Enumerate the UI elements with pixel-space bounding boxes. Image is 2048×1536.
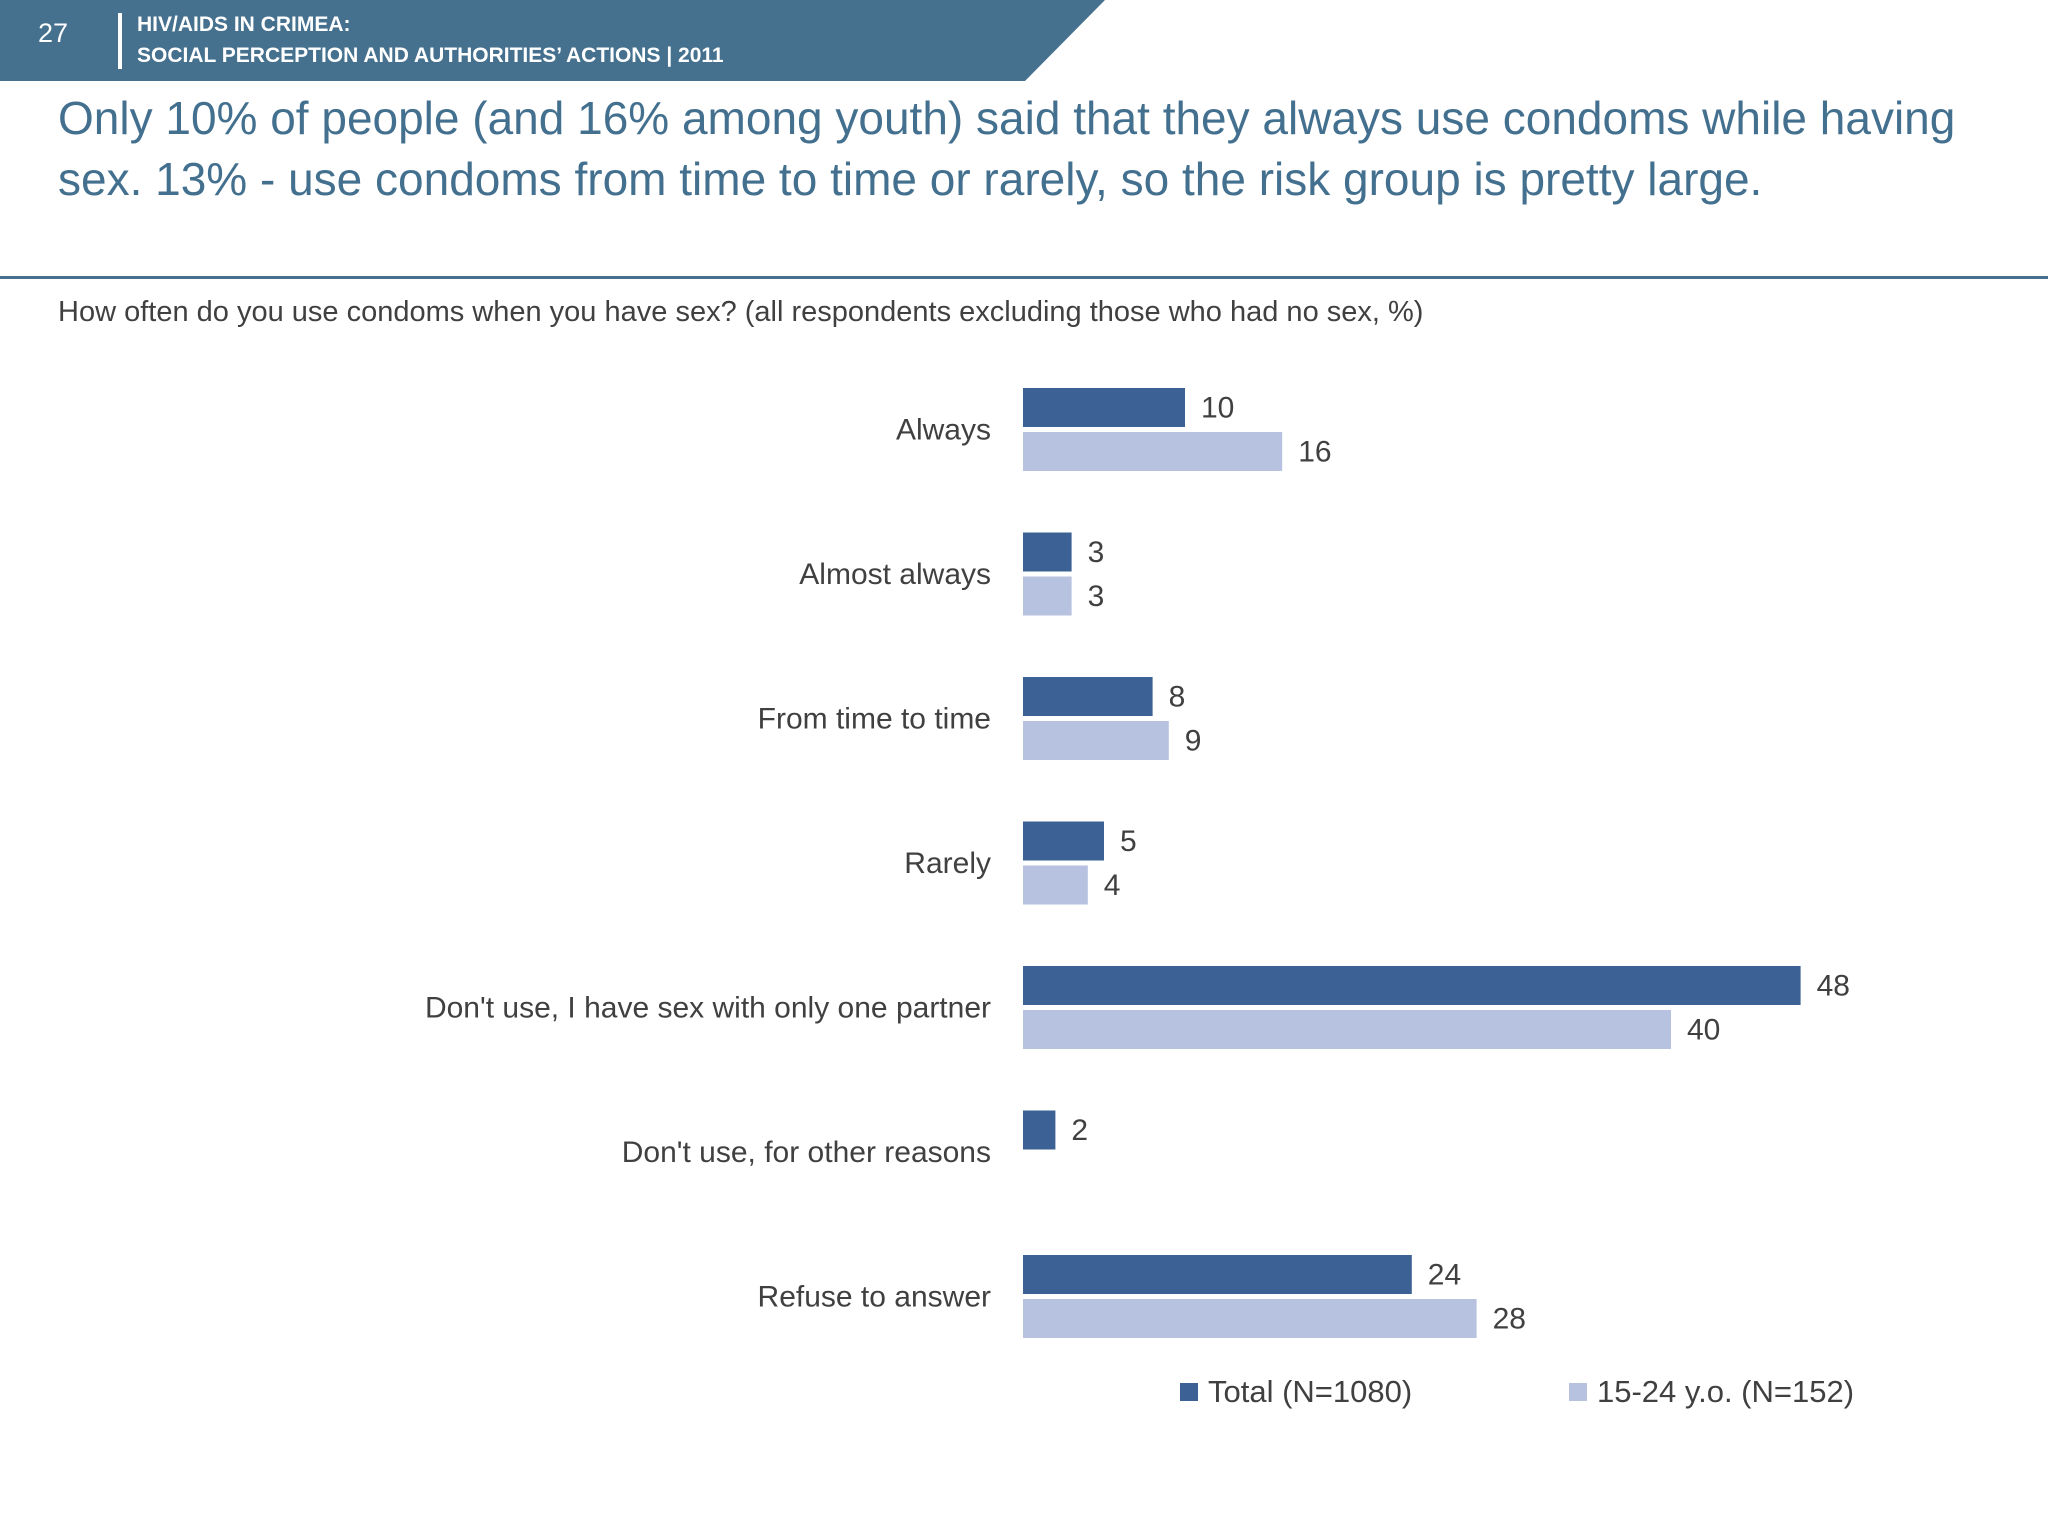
bar-total-from-time-to-time [1023,677,1153,716]
category-label-from-time-to-time: From time to time [758,703,991,736]
data-label-youth-rarely: 4 [1104,869,1121,902]
data-label-youth-always: 16 [1298,436,1331,469]
category-label-refuse-to-answer: Refuse to answer [758,1281,991,1314]
category-label-don-t-use-i-have-sex-with-only-one-partner: Don't use, I have sex with only one part… [425,992,991,1025]
bar-youth-refuse-to-answer [1023,1299,1477,1338]
report-subtitle: SOCIAL PERCEPTION AND AUTHORITIES’ ACTIO… [137,44,724,67]
data-label-total-don-t-use-for-other-reasons: 2 [1071,1114,1088,1147]
bar-youth-don-t-use-i-have-sex-with-only-one-partner [1023,1010,1671,1049]
header-banner [0,0,1105,81]
data-label-youth-refuse-to-answer: 28 [1493,1303,1526,1336]
category-label-almost-always: Almost always [799,558,991,591]
bar-total-refuse-to-answer [1023,1255,1412,1294]
slide-headline: Only 10% of people (and 16% among youth)… [58,92,1956,205]
legend-swatch-total [1180,1383,1198,1401]
legend-item-total: Total (N=1080) [1180,1374,1412,1410]
bar-total-always [1023,388,1185,427]
bar-youth-almost-always [1023,576,1072,616]
bar-total-don-t-use-for-other-reasons [1023,1110,1056,1150]
legend-swatch-youth [1569,1383,1587,1401]
legend-label-total: Total (N=1080) [1208,1374,1413,1409]
bar-youth-always [1023,432,1283,471]
bar-total-rarely [1023,821,1104,861]
category-label-rarely: Rarely [904,847,991,880]
data-label-youth-from-time-to-time: 9 [1185,725,1202,758]
data-label-total-rarely: 5 [1120,825,1137,858]
bar-total-don-t-use-i-have-sex-with-only-one-partner [1023,966,1801,1005]
data-label-youth-don-t-use-i-have-sex-with-only-one-partner: 40 [1687,1014,1720,1047]
bar-youth-from-time-to-time [1023,721,1169,760]
data-label-total-always: 10 [1201,392,1234,425]
bar-youth-rarely [1023,865,1088,905]
headline-divider [0,276,2048,279]
legend-item-youth: 15-24 y.o. (N=152) [1569,1374,1854,1410]
data-label-total-from-time-to-time: 8 [1169,681,1186,714]
header-divider [118,13,122,69]
bar-total-almost-always [1023,532,1072,572]
category-label-always: Always [896,414,991,447]
survey-question: How often do you use condoms when you ha… [58,296,1424,328]
data-label-total-almost-always: 3 [1088,536,1105,569]
report-title: HIV/AIDS IN CRIMEA: [137,13,351,36]
data-label-total-don-t-use-i-have-sex-with-only-one-partner: 48 [1817,970,1850,1003]
data-label-total-refuse-to-answer: 24 [1428,1259,1461,1292]
page-number: 27 [38,18,69,48]
legend-label-youth: 15-24 y.o. (N=152) [1597,1374,1855,1409]
data-label-youth-almost-always: 3 [1088,580,1105,613]
category-label-don-t-use-for-other-reasons: Don't use, for other reasons [622,1136,991,1169]
